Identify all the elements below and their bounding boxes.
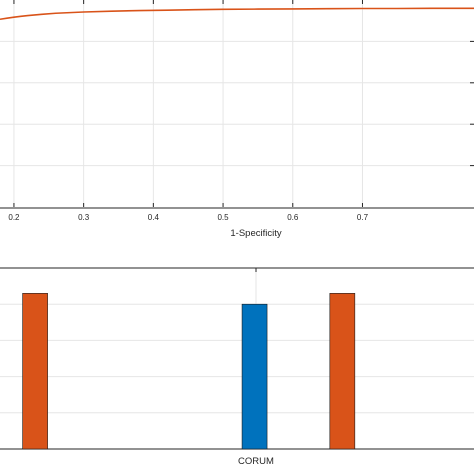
roc-x-tick-label: 0.4	[148, 213, 160, 222]
bar-series	[22, 293, 356, 450]
bar-x-axis-label: CORUM	[238, 456, 274, 467]
roc-chart: 0.2 0.3 0.4 0.5 0.6 0.7 1-Specificity	[0, 0, 474, 239]
roc-x-tick-label: 0.2	[8, 213, 20, 222]
bar-0	[22, 293, 48, 450]
roc-x-axis-label: 1-Specificity	[230, 228, 281, 239]
bar-2	[329, 293, 356, 450]
roc-curve-line	[0, 7, 474, 21]
roc-series	[0, 7, 474, 21]
bar-1	[241, 303, 268, 450]
roc-x-tick-label: 0.3	[78, 213, 90, 222]
roc-x-ticks: 0.2 0.3 0.4 0.5 0.6 0.7	[8, 0, 474, 222]
bar-plot-area	[0, 267, 474, 450]
bar-chart: CORUM	[0, 267, 474, 467]
roc-x-tick-label: 0.6	[287, 213, 299, 222]
roc-grid	[0, 0, 474, 207]
roc-x-tick-label: 0.5	[217, 213, 229, 222]
roc-x-tick-label: 0.7	[357, 213, 369, 222]
roc-plot-area	[0, 0, 474, 209]
